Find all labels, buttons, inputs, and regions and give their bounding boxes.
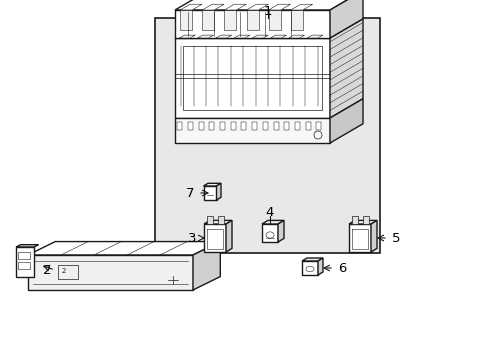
Bar	[188, 122, 193, 130]
Text: 3: 3	[187, 231, 196, 244]
Polygon shape	[216, 183, 221, 200]
Polygon shape	[302, 261, 317, 275]
Bar	[241, 122, 246, 130]
Polygon shape	[180, 10, 192, 30]
Bar	[230, 122, 235, 130]
Bar	[198, 122, 203, 130]
Bar	[18, 262, 30, 269]
Polygon shape	[203, 186, 216, 200]
Polygon shape	[329, 99, 362, 143]
Polygon shape	[175, 19, 362, 38]
Polygon shape	[348, 220, 376, 224]
Polygon shape	[234, 35, 249, 38]
Text: 5: 5	[391, 231, 400, 244]
Polygon shape	[262, 220, 284, 224]
Polygon shape	[206, 216, 212, 224]
Polygon shape	[193, 242, 220, 290]
Polygon shape	[246, 10, 258, 30]
Polygon shape	[306, 35, 322, 38]
Bar	[294, 122, 299, 130]
Bar	[273, 122, 278, 130]
Polygon shape	[288, 35, 304, 38]
Polygon shape	[270, 35, 286, 38]
Polygon shape	[225, 220, 231, 252]
Polygon shape	[268, 10, 280, 30]
Polygon shape	[351, 216, 357, 224]
Polygon shape	[180, 4, 202, 10]
Bar	[209, 122, 214, 130]
Polygon shape	[224, 4, 246, 10]
Bar	[58, 265, 78, 279]
Polygon shape	[329, 19, 362, 118]
Polygon shape	[175, 10, 329, 38]
Bar	[18, 252, 30, 259]
Polygon shape	[16, 247, 34, 277]
Polygon shape	[175, 0, 362, 10]
Polygon shape	[203, 220, 231, 224]
Text: 1: 1	[263, 5, 272, 18]
Polygon shape	[302, 258, 323, 261]
Polygon shape	[317, 258, 323, 275]
Polygon shape	[224, 10, 236, 30]
Bar	[284, 122, 288, 130]
Bar	[305, 122, 310, 130]
Polygon shape	[16, 245, 39, 247]
Text: 4: 4	[265, 206, 274, 219]
Polygon shape	[290, 10, 302, 30]
Text: 7: 7	[185, 186, 194, 199]
Polygon shape	[175, 38, 329, 118]
Polygon shape	[329, 0, 362, 38]
Polygon shape	[179, 35, 195, 38]
Polygon shape	[203, 183, 221, 186]
Polygon shape	[252, 35, 267, 38]
Polygon shape	[278, 220, 284, 242]
Polygon shape	[362, 216, 368, 224]
Bar	[263, 122, 267, 130]
Bar	[220, 122, 224, 130]
Polygon shape	[203, 224, 225, 252]
Text: 2: 2	[62, 268, 66, 274]
Bar	[316, 122, 321, 130]
Polygon shape	[175, 118, 329, 143]
Polygon shape	[268, 4, 290, 10]
Polygon shape	[290, 4, 312, 10]
Polygon shape	[348, 224, 370, 252]
Bar	[155, 18, 379, 253]
Text: 6: 6	[337, 261, 346, 274]
Polygon shape	[197, 35, 213, 38]
Polygon shape	[217, 216, 223, 224]
Bar	[252, 122, 257, 130]
Polygon shape	[262, 224, 278, 242]
Polygon shape	[202, 4, 224, 10]
Polygon shape	[246, 4, 268, 10]
Polygon shape	[370, 220, 376, 252]
Polygon shape	[216, 35, 231, 38]
Polygon shape	[28, 255, 193, 290]
Polygon shape	[202, 10, 214, 30]
Text: 2: 2	[42, 264, 51, 276]
Polygon shape	[28, 242, 220, 255]
Bar	[177, 122, 182, 130]
